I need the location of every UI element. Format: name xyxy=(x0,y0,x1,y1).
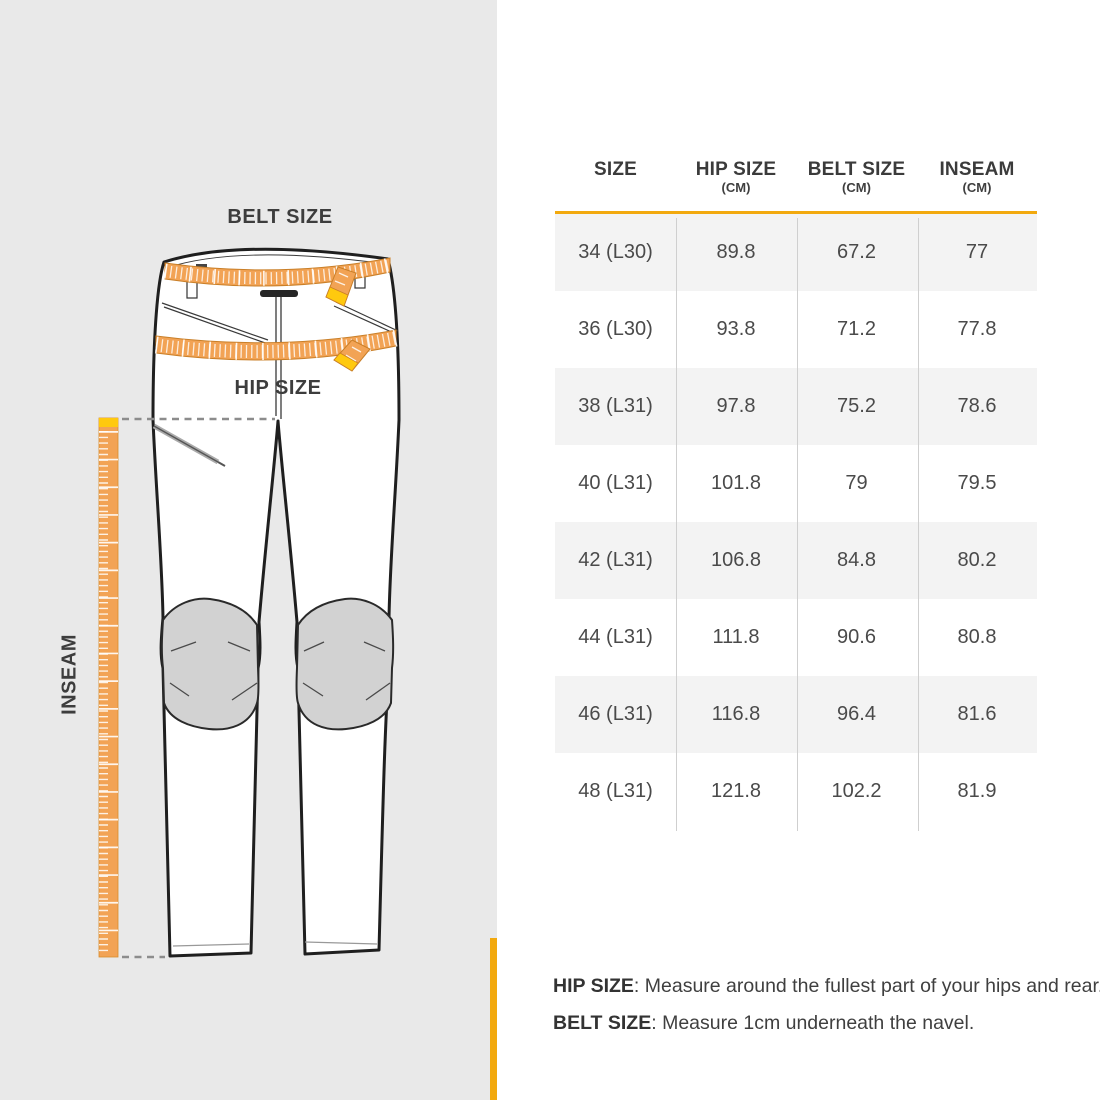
table-row: 42 (L31) 106.8 84.8 80.2 xyxy=(555,522,1037,599)
table-cell: 81.9 xyxy=(957,780,997,802)
dashed-guides xyxy=(122,417,275,959)
table-cell: 97.8 xyxy=(716,395,756,417)
table-cell: 36 (L30) xyxy=(578,318,653,340)
table-cell: 79 xyxy=(845,472,868,494)
table-cell: 89.8 xyxy=(716,241,756,263)
table-cell: 101.8 xyxy=(710,472,762,494)
table-cell: 79.5 xyxy=(957,472,997,494)
size-table: SIZE HIP SIZE (CM) BELT SIZE (CM) INSEAM… xyxy=(555,150,1037,831)
col-header-belt-size: BELT SIZE (CM) xyxy=(807,159,906,195)
table-cell: 81.6 xyxy=(957,703,997,725)
column-divider xyxy=(918,218,919,831)
size-chart-panel: SIZE HIP SIZE (CM) BELT SIZE (CM) INSEAM… xyxy=(497,0,1100,1100)
table-row: 38 (L31) 97.8 75.2 78.6 xyxy=(555,368,1037,445)
table-cell: 121.8 xyxy=(710,780,762,802)
inseam-ruler xyxy=(98,417,119,958)
table-row: 40 (L31) 101.8 79 79.5 xyxy=(555,445,1037,522)
table-cell: 102.2 xyxy=(831,780,882,802)
table-cell: 106.8 xyxy=(710,549,762,571)
table-cell: 80.8 xyxy=(957,626,997,648)
table-row: 48 (L31) 121.8 102.2 81.9 xyxy=(555,753,1037,830)
thigh-zipper xyxy=(152,423,226,467)
tape-tip xyxy=(325,286,349,307)
ruler-cap xyxy=(99,418,118,427)
table-cell: 78.6 xyxy=(957,395,997,417)
accent-bar xyxy=(490,938,497,1100)
table-cell: 40 (L31) xyxy=(578,472,653,494)
table-cell: 38 (L31) xyxy=(578,395,653,417)
table-cell: 46 (L31) xyxy=(578,703,653,725)
table-cell: 111.8 xyxy=(712,626,760,648)
knee-patches xyxy=(160,597,395,731)
table-cell: 96.4 xyxy=(837,703,876,725)
belt-tape xyxy=(163,257,392,307)
hip-size-label: HIP SIZE xyxy=(234,377,322,399)
col-header-inseam: INSEAM (CM) xyxy=(939,159,1015,195)
table-cell: 116.8 xyxy=(711,703,761,725)
tape-tip xyxy=(333,352,359,372)
belt-size-label: BELT SIZE xyxy=(227,206,333,228)
column-divider xyxy=(676,218,677,831)
table-cell: 34 (L30) xyxy=(578,241,653,263)
hip-tape xyxy=(154,329,398,372)
inseam-label: INSEAM xyxy=(58,634,81,715)
table-cell: 67.2 xyxy=(837,241,876,263)
table-row: 44 (L31) 111.8 90.6 80.8 xyxy=(555,599,1037,676)
measurement-notes: HIP SIZE: Measure around the fullest par… xyxy=(553,968,1100,1042)
table-row: 34 (L30) 89.8 67.2 77 xyxy=(555,214,1037,291)
col-header-hip-size: HIP SIZE (CM) xyxy=(695,159,777,195)
col-header-size: SIZE xyxy=(593,159,638,180)
table-cell: 77 xyxy=(965,241,989,263)
hip-size-note: HIP SIZE: Measure around the fullest par… xyxy=(553,975,1100,997)
table-cell: 42 (L31) xyxy=(578,549,653,571)
table-cell: 48 (L31) xyxy=(578,780,653,802)
table-cell: 90.6 xyxy=(837,626,876,648)
table-row: 36 (L30) 93.8 71.2 77.8 xyxy=(555,291,1037,368)
column-divider xyxy=(797,218,798,831)
table-cell: 44 (L31) xyxy=(578,626,653,648)
table-cell: 77.8 xyxy=(957,318,997,340)
table-cell: 71.2 xyxy=(837,318,876,340)
table-cell: 75.2 xyxy=(837,395,876,417)
measurement-diagram-panel: BELT SIZE HIP SIZE INSEAM xyxy=(0,0,497,1100)
belt-size-note: BELT SIZE: Measure 1cm underneath the na… xyxy=(553,1012,975,1034)
pants-illustration xyxy=(98,247,401,959)
table-header-row: SIZE HIP SIZE (CM) BELT SIZE (CM) INSEAM… xyxy=(555,150,1037,214)
table-row: 46 (L31) 116.8 96.4 81.6 xyxy=(555,676,1037,753)
belt-loop xyxy=(186,280,198,299)
table-cell: 80.2 xyxy=(957,549,997,571)
table-cell: 93.8 xyxy=(716,318,756,340)
table-body: 34 (L30) 89.8 67.2 77 36 (L30) 93.8 71.2 77.8 38… xyxy=(555,214,1037,830)
table-cell: 84.8 xyxy=(837,549,876,571)
